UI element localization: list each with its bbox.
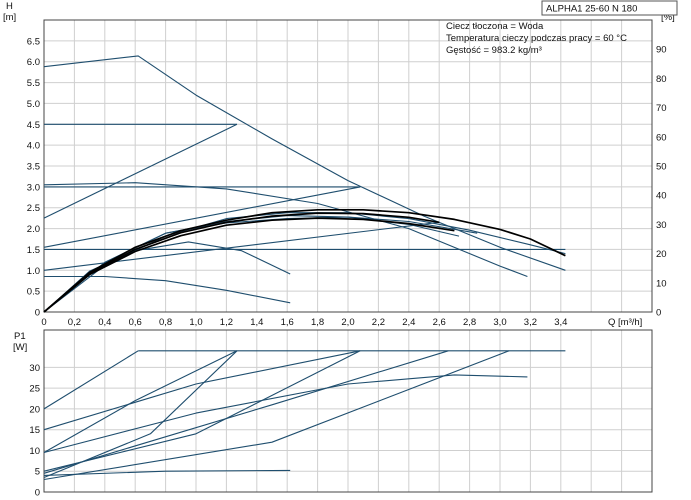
y2-tick-label: 80 [656,74,667,85]
fluid-info-line: Ciecz tłoczona = Woda [446,21,544,32]
x-tick-label: 0,4 [98,317,111,328]
y-tick-label: 3.5 [27,162,40,173]
y-tick-label: 1.5 [27,245,40,256]
x-tick-label: 1,8 [311,317,324,328]
y-tick-label: 2.0 [27,224,40,235]
x-tick-label: 3,2 [524,317,537,328]
y-tick-label: 5.5 [27,78,40,89]
y2-tick-label: 60 [656,132,667,143]
x-tick-label: 1,4 [250,317,263,328]
y2-tick-label: 70 [656,103,667,114]
plot-frame [43,329,653,493]
p1-axis-unit: [W] [13,342,27,353]
y-tick-label: 0.5 [27,287,40,298]
x-axis-label: Q [m³/h] [608,317,642,328]
qh-bold-line [43,217,455,313]
power-curve-line [43,350,238,453]
y-tick-label: 3.0 [27,182,40,193]
y-tick-label: 30 [29,363,40,374]
x-tick-label: 1,6 [281,317,294,328]
y-axis-label: H [6,1,13,12]
y-tick-label: 5 [35,467,40,478]
y-axis-unit: [m] [3,12,16,23]
y-tick-label: 0 [35,308,40,319]
efficiency-line [43,212,566,313]
prop-pressure-line [43,186,361,248]
x-tick-label: 1,2 [220,317,233,328]
y2-tick-label: 50 [656,162,667,173]
pump-title-box: ALPHA1 25-60 N 180 [541,0,678,16]
qh-bold-line [43,208,566,313]
x-tick-label: 1,0 [189,317,202,328]
y2-tick-label: 90 [656,45,667,56]
y-tick-label: 2.5 [27,203,40,214]
power-curve-line [43,350,361,472]
x-tick-label: 0,8 [159,317,172,328]
p1-axis-label: P1 [14,331,26,342]
y-tick-label: 1.0 [27,266,40,277]
y-tick-label: 5.0 [27,99,40,110]
x-tick-label: 0,2 [68,317,81,328]
speed-curve-line [43,182,528,278]
y-tick-label: 20 [29,404,40,415]
x-tick-label: 0,6 [129,317,142,328]
fluid-info-line: Gęstość = 983.2 kg/m³ [446,45,542,56]
y-tick-label: 15 [29,425,40,436]
power-panel: 0 5 10 15 20 25 30 P1[W] [13,329,653,499]
x-tick-label: 2,2 [372,317,385,328]
power-curve-line [43,350,510,481]
power-curve-line [43,350,139,410]
y2-tick-label: 0 [656,308,661,319]
y-tick-label: 4.5 [27,120,40,131]
max-curve-line [43,55,566,271]
x-tick-label: 3,0 [493,317,506,328]
fluid-info-line: Temperatura cieczy podczas pracy = 60 °C [446,33,627,44]
y2-tick-label: 10 [656,278,667,289]
y-tick-label: 10 [29,446,40,457]
x-tick-label: 2,8 [463,317,476,328]
power-curve-line [43,469,291,476]
power-curve-line [43,350,238,479]
pump-title: ALPHA1 25-60 N 180 [546,4,637,15]
qh-bold-line [43,212,440,313]
y-tick-label: 4.0 [27,141,40,152]
power-curve-line [43,350,449,474]
y-tick-label: 6.0 [27,57,40,68]
qh-panel: 0 0.5 1.0 1.5 2.0 2.5 3.0 3.5 4.0 4.5 5.0 5.5 6.0 6.5… [3,1,676,328]
x-tick-label: 2,0 [341,317,354,328]
y2-axis-unit: [%] [661,12,675,23]
x-tick-label: 0 [41,317,46,328]
y2-tick-label: 20 [656,249,667,260]
power-curve-line [43,374,528,454]
y-tick-label: 25 [29,384,40,395]
x-tick-label: 2,6 [433,317,446,328]
y2-tick-label: 30 [656,220,667,231]
y-tick-label: 0 [35,488,40,499]
fluid-info: Ciecz tłoczona = Woda Temperatura cieczy… [446,21,627,56]
y2-tick-label: 40 [656,191,667,202]
plot-frame [43,19,653,313]
x-tick-label: 2,4 [402,317,415,328]
y-tick-label: 6.5 [27,36,40,47]
power-curve-line [43,350,361,431]
prop-pressure-line [43,123,238,219]
x-tick-label: 3,4 [554,317,567,328]
